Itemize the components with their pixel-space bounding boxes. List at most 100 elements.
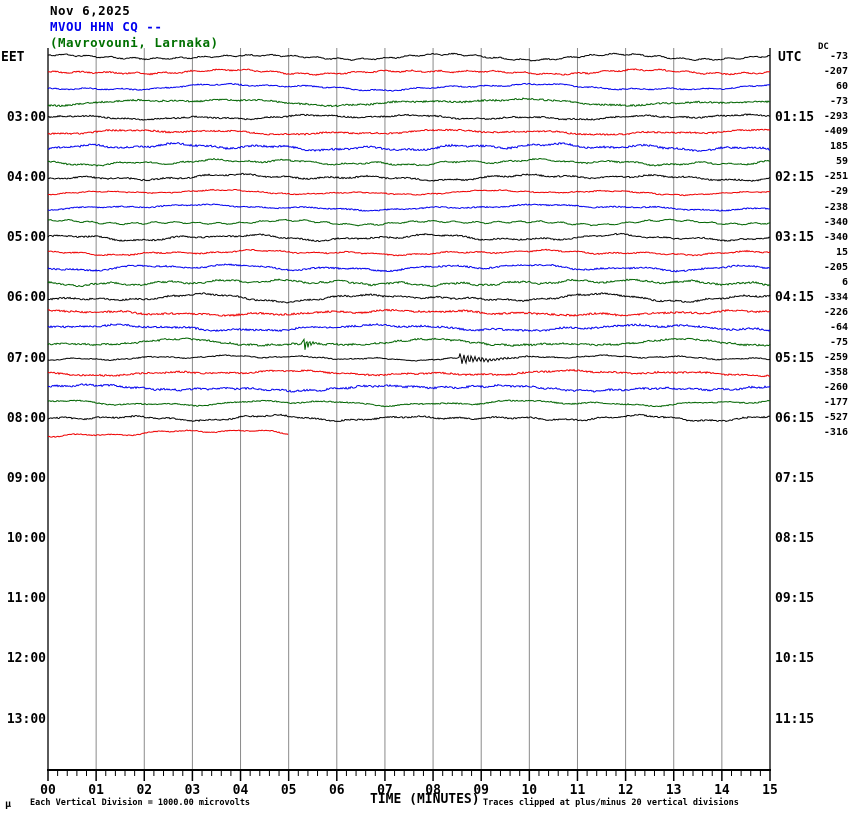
minute-tick-label: 02: [136, 783, 153, 798]
utc-time-label: 11:15: [775, 711, 815, 727]
seismic-trace-row-20: [47, 353, 771, 365]
seismic-trace-row-8: [47, 172, 771, 182]
utc-time-label: 09:15: [775, 591, 815, 607]
dc-offset-value: -340: [823, 231, 848, 243]
dc-offset-value: -259: [823, 352, 848, 363]
eet-time-label: 11:00: [6, 591, 46, 607]
left-axis-label: EET: [1, 50, 25, 65]
seismic-trace-row-19: [47, 337, 771, 350]
seismic-trace-row-0: [47, 52, 771, 62]
utc-time-label: 07:15: [775, 470, 815, 486]
eet-time-label: 10:00: [6, 531, 46, 546]
dc-offset-value: -205: [823, 261, 848, 273]
time-axis-title: TIME (MINUTES): [370, 792, 480, 807]
minute-tick-label: 05: [280, 783, 297, 798]
dc-offset-value: 59: [835, 156, 848, 168]
seismic-trace-row-7: [47, 157, 771, 167]
clipping-note: Traces clipped at plus/minus 20 vertical…: [483, 798, 739, 808]
dc-offset-value: -207: [823, 66, 848, 77]
seismic-trace-row-12: [47, 232, 771, 243]
seismic-trace-row-13: [47, 248, 771, 257]
minute-tick-label: 07: [377, 783, 393, 798]
utc-time-label: 08:15: [775, 531, 815, 546]
seismic-trace-row-25: [47, 429, 289, 438]
minute-tick-label: 15: [762, 783, 778, 798]
location-title: (Mavrovouni, Larnaka): [50, 35, 219, 50]
minute-tick-label: 09: [473, 783, 490, 798]
utc-time-label: 10:15: [775, 651, 815, 667]
dc-offset-value: 60: [835, 81, 848, 93]
dc-offset-value: -251: [823, 171, 848, 183]
dc-offset-value: 185: [829, 141, 848, 153]
microvolt-symbol: μ: [5, 799, 12, 810]
seismic-trace-row-15: [47, 278, 771, 288]
utc-time-label: 01:15: [775, 109, 815, 125]
minute-tick-label: 10: [521, 783, 538, 798]
dc-offset-value: -316: [823, 427, 848, 439]
minute-tick-label: 14: [714, 783, 730, 798]
seismic-trace-row-5: [47, 128, 771, 136]
minute-tick-label: 00: [40, 783, 56, 798]
dc-offset-value: -340: [823, 216, 848, 228]
eet-time-label: 05:00: [6, 230, 46, 246]
dc-offset-value: -73: [829, 96, 848, 108]
seismic-trace-row-3: [47, 97, 771, 108]
seismic-trace-row-11: [47, 218, 771, 227]
dc-offset-value: -29: [829, 186, 848, 198]
eet-time-label: 07:00: [6, 350, 46, 366]
seismic-trace-row-2: [47, 82, 771, 92]
minute-tick-label: 11: [569, 783, 586, 798]
right-axis-label: UTC: [778, 50, 802, 65]
seismic-trace-row-9: [47, 188, 771, 197]
seismic-trace-row-16: [47, 292, 771, 304]
dc-offset-value: -409: [823, 126, 848, 138]
minute-tick-label: 08: [425, 783, 441, 798]
utc-time-label: 03:15: [775, 230, 815, 246]
seismic-trace-row-10: [47, 203, 771, 212]
dc-offset-value: 6: [841, 276, 848, 288]
seismic-trace-row-22: [47, 383, 771, 393]
seismic-trace-row-4: [47, 113, 771, 121]
station-title: MVOU HHN CQ --: [50, 19, 163, 34]
seismic-trace-row-17: [47, 308, 771, 317]
minute-tick-label: 01: [88, 783, 104, 798]
seismic-trace-row-6: [47, 141, 771, 152]
dc-column-label: DC: [818, 42, 829, 52]
seismic-trace-row-24: [47, 413, 771, 423]
eet-time-label: 13:00: [6, 711, 46, 727]
utc-time-label: 02:15: [775, 169, 815, 185]
eet-time-label: 04:00: [6, 169, 46, 185]
seismic-trace-row-1: [47, 68, 771, 77]
eet-time-label: 03:00: [6, 109, 46, 125]
dc-offset-value: -75: [829, 336, 848, 348]
eet-time-label: 12:00: [6, 651, 46, 667]
dc-offset-value: -334: [823, 291, 848, 303]
dc-offset-value: 15: [835, 246, 848, 258]
utc-time-label: 06:15: [775, 410, 815, 426]
dc-offset-value: -358: [823, 367, 848, 378]
vertical-division-note: Each Vertical Division = 1000.00 microvo…: [30, 798, 251, 808]
dc-offset-value: -177: [823, 397, 848, 409]
date-title: Nov 6,2025: [50, 3, 131, 18]
seismic-trace-row-23: [47, 399, 771, 408]
utc-time-label: 05:15: [775, 350, 815, 366]
minute-tick-label: 12: [617, 783, 634, 798]
seismic-trace-row-14: [47, 263, 771, 273]
dc-offset-value: -260: [823, 382, 848, 394]
utc-time-label: 04:15: [775, 290, 815, 306]
dc-offset-value: -238: [823, 201, 848, 213]
eet-time-label: 09:00: [6, 470, 46, 486]
minute-tick-label: 04: [232, 783, 249, 798]
seismic-trace-row-18: [47, 322, 771, 333]
dc-offset-value: -226: [823, 306, 848, 318]
dc-offset-value: -73: [829, 51, 848, 62]
dc-offset-value: -527: [823, 412, 848, 424]
dc-offset-value: -293: [823, 111, 848, 123]
minute-tick-label: 06: [328, 783, 345, 798]
eet-time-label: 08:00: [6, 410, 46, 426]
dc-offset-value: -64: [829, 321, 848, 333]
minute-tick-label: 13: [665, 783, 682, 798]
minute-tick-label: 03: [184, 783, 201, 798]
